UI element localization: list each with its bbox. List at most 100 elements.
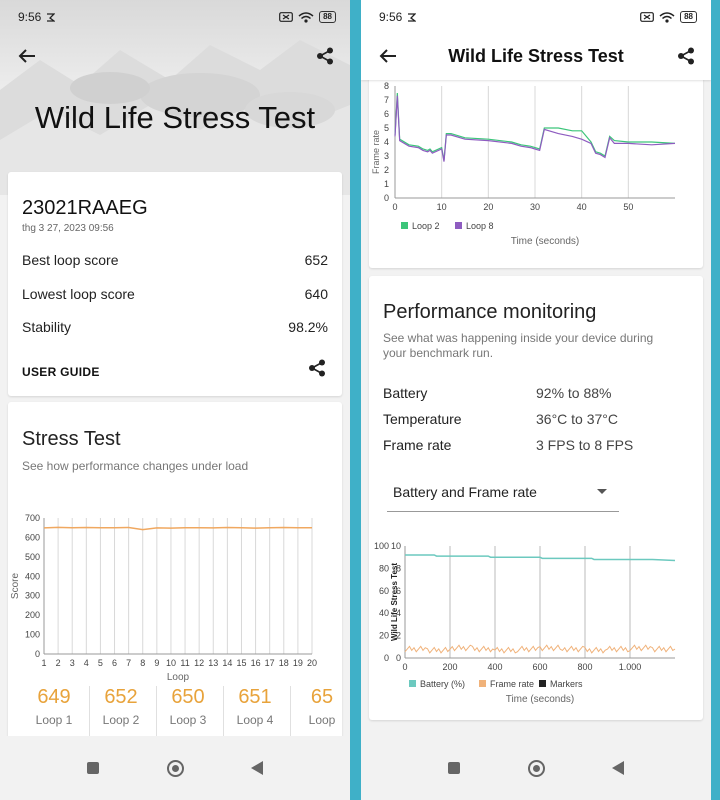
stat-value: 652 [304, 252, 328, 268]
pm-value: 92% to 88% [536, 385, 612, 401]
stress-test-card: Stress Test See how performance changes … [8, 402, 342, 742]
y-tick-label: 200 [25, 610, 40, 620]
sim-off-icon [640, 12, 654, 22]
frame-rate-row: Frame rate 3 FPS to 8 FPS [383, 437, 689, 453]
best-loop-row: Best loop score 652 [22, 252, 328, 268]
x-tick-label: 20 [307, 658, 317, 668]
y-tick-label-fps: 4 [396, 608, 401, 618]
legend-swatch [401, 222, 408, 229]
app-bar [0, 36, 350, 76]
square-icon [87, 762, 99, 774]
arrow-left-icon [379, 49, 396, 63]
loop-score-label: Loop 2 [102, 713, 140, 727]
pm-label: Temperature [383, 411, 462, 427]
page-title: Wild Life Stress Test [448, 46, 624, 66]
home-button[interactable] [525, 757, 547, 779]
x-tick-label: 18 [279, 658, 289, 668]
loop-divider [290, 686, 291, 736]
system-nav-bar [361, 736, 711, 800]
recents-button[interactable] [82, 757, 104, 779]
triangle-back-icon [251, 761, 263, 775]
home-button[interactable] [164, 757, 186, 779]
y-tick-label-fps: 2 [396, 631, 401, 641]
back-button[interactable] [375, 43, 401, 69]
x-tick-label: 16 [251, 658, 261, 668]
loop-score-value: 649 [37, 686, 71, 708]
share-button[interactable] [673, 43, 699, 69]
x-tick-label: 7 [126, 658, 131, 668]
x-tick-label: 6 [112, 658, 117, 668]
legend-label: Markers [550, 679, 583, 689]
stat-label: Stability [22, 319, 72, 335]
y-tick-label: 400 [25, 571, 40, 581]
legend-label: Loop 8 [466, 221, 494, 231]
y-tick-label: 700 [25, 513, 40, 523]
y-tick-label: 3 [384, 151, 389, 161]
series-line-loop-8 [394, 95, 676, 162]
y-axis-title: Score [10, 573, 21, 600]
arrow-left-icon [18, 49, 35, 63]
x-tick-label: 20 [483, 202, 493, 212]
y-tick-label-battery: 60 [379, 586, 389, 596]
y-tick-label-battery: 40 [379, 608, 389, 618]
y-tick-label: 600 [25, 532, 40, 542]
chart-type-dropdown[interactable]: Battery and Frame rate [387, 478, 619, 512]
share-result-button[interactable] [308, 359, 326, 382]
y-axis-title: Wild Life Stress Test [390, 563, 399, 641]
y-tick-label: 100 [25, 630, 40, 640]
temperature-row: Temperature 36°C to 37°C [383, 411, 689, 427]
test-date: thg 3 27, 2023 09:56 [22, 223, 114, 234]
loop-divider [89, 686, 90, 736]
pm-label: Battery [383, 385, 428, 401]
loop-scores: 649 Loop 1 652 Loop 2 650 Loop 3 651 Loop 4 65 Lo… [8, 402, 342, 742]
x-tick-label: 19 [293, 658, 303, 668]
legend-swatch [539, 680, 546, 687]
share-button[interactable] [312, 43, 338, 69]
series-line-loop-2 [394, 92, 676, 161]
status-bar: 9:56 88 [0, 0, 350, 34]
loop-score-tile: 65 Loop [294, 686, 342, 727]
clock: 9:56 [379, 10, 403, 24]
section-title: Stress Test [22, 428, 121, 450]
battery-row: Battery 92% to 88% [383, 385, 689, 401]
triangle-back-icon [612, 761, 624, 775]
x-tick-label: 40 [577, 202, 587, 212]
section-subtitle-line2: your benchmark run. [383, 346, 494, 360]
loop-score-tile: 651 Loop 4 [227, 686, 283, 727]
circle-icon [166, 759, 184, 777]
back-nav-button[interactable] [246, 757, 268, 779]
share-icon [309, 359, 325, 377]
notification-icon [46, 12, 56, 22]
hero-art [0, 40, 350, 195]
y-tick-label-fps: 10 [391, 541, 401, 551]
legend-label: Battery (%) [420, 679, 465, 689]
status-bar: 9:56 88 [361, 0, 711, 34]
left-phone-screen: 9:56 88 Wild Life Stress Test 23021RAAEG… [0, 0, 350, 800]
user-guide-link[interactable]: USER GUIDE [22, 365, 100, 379]
share-icon [678, 47, 694, 65]
hero-banner [0, 0, 350, 195]
series-line-frame-rate [404, 644, 676, 654]
y-tick-label-fps: 0 [396, 653, 401, 663]
stat-label: Lowest loop score [22, 286, 135, 302]
y-tick-label: 500 [25, 552, 40, 562]
x-tick-label: 17 [265, 658, 275, 668]
recents-button[interactable] [443, 757, 465, 779]
x-tick-label: 5 [98, 658, 103, 668]
y-tick-label: 4 [384, 137, 389, 147]
y-tick-label: 2 [384, 165, 389, 175]
x-tick-label: 200 [442, 662, 457, 672]
app-bar [361, 36, 711, 76]
y-tick-label: 1 [384, 179, 389, 189]
back-button[interactable] [14, 43, 40, 69]
y-tick-label: 8 [384, 81, 389, 91]
back-nav-button[interactable] [607, 757, 629, 779]
stat-label: Best loop score [22, 252, 119, 268]
clock: 9:56 [18, 10, 42, 24]
loop-divider [156, 686, 157, 736]
loop-score-value: 650 [171, 686, 205, 708]
loop-divider [223, 686, 224, 736]
x-tick-label: 3 [70, 658, 75, 668]
loop-score-tile: 650 Loop 3 [160, 686, 216, 727]
